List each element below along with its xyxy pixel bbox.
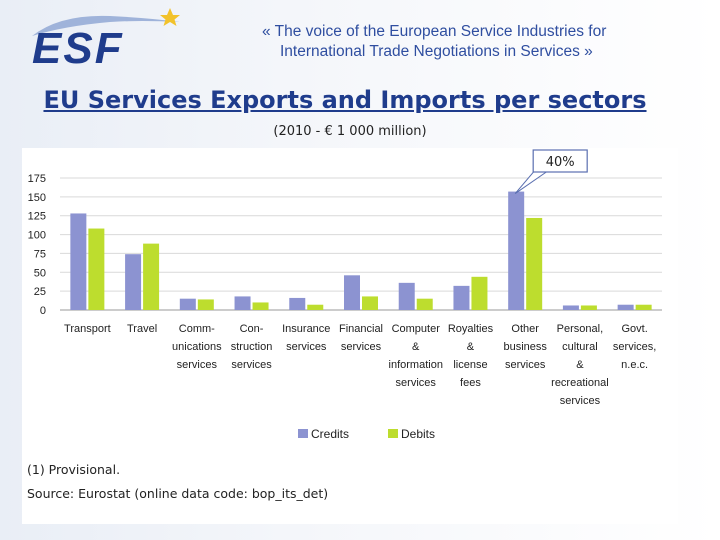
bar-debits	[143, 243, 160, 310]
x-tick-label: unications	[172, 341, 222, 353]
bar-credits	[344, 275, 360, 310]
bar-debits	[635, 304, 652, 310]
footnote-source: Source: Eurostat (online data code: bop_…	[27, 486, 329, 501]
x-tick-label: Other	[511, 323, 539, 335]
x-tick-label: services	[505, 359, 546, 371]
x-tick-label: Personal,	[557, 323, 603, 335]
x-tick-label: Royalties	[448, 323, 494, 335]
x-tick-label: Insurance	[282, 323, 330, 335]
bar-credits	[179, 298, 196, 310]
x-tick-label: services	[396, 377, 437, 389]
legend-label-credits: Credits	[311, 427, 349, 441]
x-tick-label: services	[341, 341, 382, 353]
callout-label: 40%	[546, 155, 575, 170]
star-icon	[160, 8, 180, 26]
bar-debits	[471, 276, 488, 310]
y-tick-label: 50	[34, 267, 46, 279]
x-tick-label: n.e.c.	[621, 359, 648, 371]
bar-debits	[88, 228, 105, 310]
y-tick-label: 25	[34, 286, 46, 298]
x-tick-label: services	[177, 359, 218, 371]
x-tick-label: fees	[460, 377, 481, 389]
bar-chart: 0 25 50 75 100 125 150 175 Transport Travel Comm-u…	[28, 149, 662, 441]
bar-credits	[289, 297, 306, 310]
logo-swoosh	[32, 15, 180, 36]
x-tick-label: &	[412, 341, 420, 353]
legend-swatch-debits	[388, 429, 398, 438]
bar-debits	[362, 296, 378, 310]
x-tick-label: services	[286, 341, 327, 353]
bar-debits	[416, 298, 433, 310]
y-tick-label: 0	[40, 305, 46, 317]
y-tick-label: 125	[28, 211, 46, 223]
x-tick-label: Financial	[339, 323, 383, 335]
bar-credits	[125, 254, 142, 310]
legend-label-debits: Debits	[401, 427, 435, 441]
x-tick-label: Computer	[392, 323, 441, 335]
bar-debits	[197, 299, 214, 310]
bar-credits	[562, 305, 579, 310]
logo-text: ESF	[32, 24, 124, 68]
bar-debits	[580, 305, 597, 310]
bar-debits	[307, 304, 324, 310]
bar-credits	[508, 191, 525, 310]
x-tick-label: cultural	[562, 341, 597, 353]
x-tick-label: business	[503, 341, 547, 353]
page-title: EU Services Exports and Imports per sect…	[43, 86, 647, 114]
x-tick-label: services,	[613, 341, 656, 353]
y-tick-label: 175	[28, 173, 46, 185]
bar-credits	[453, 285, 470, 310]
tagline: « The voice of the European Service Indu…	[262, 22, 702, 62]
callout-box	[532, 149, 588, 173]
x-tick-label: license	[453, 359, 487, 371]
x-tick-label: Govt.	[621, 323, 647, 335]
x-tick-label: struction	[231, 341, 273, 353]
chart-panel: 0 25 50 75 100 125 150 175 Transport Travel Comm-u…	[22, 148, 678, 524]
y-tick-label: 100	[28, 230, 46, 242]
callout-pointer	[514, 169, 551, 194]
x-tick-label: &	[467, 341, 475, 353]
bar-debits	[252, 302, 269, 310]
bar-credits	[70, 213, 87, 310]
x-tick-label: services	[560, 395, 601, 407]
footnote-provisional: (1) Provisional.	[27, 462, 121, 477]
x-tick-label: recreational	[551, 377, 608, 389]
x-tick-label: information	[389, 359, 443, 371]
x-tick-label: Con-	[240, 323, 264, 335]
x-tick-label: Travel	[127, 323, 157, 335]
y-tick-label: 150	[28, 192, 46, 204]
bar-credits	[617, 304, 634, 310]
y-tick-label: 75	[34, 248, 46, 260]
tagline-line-1: « The voice of the European Service Indu…	[262, 23, 607, 40]
x-tick-label: Comm-	[179, 323, 215, 335]
tagline-line-2: International Trade Negotiations in Serv…	[280, 43, 593, 60]
x-tick-label: &	[576, 359, 584, 371]
x-tick-label: Transport	[64, 323, 111, 335]
chart-subtitle: (2010 - € 1 000 million)	[273, 124, 427, 139]
bar-debits	[526, 217, 543, 310]
x-tick-label: services	[231, 359, 272, 371]
esf-logo: ESF	[32, 8, 180, 68]
bar-credits	[234, 296, 251, 310]
legend-swatch-credits	[298, 429, 308, 438]
bar-credits	[398, 282, 415, 310]
